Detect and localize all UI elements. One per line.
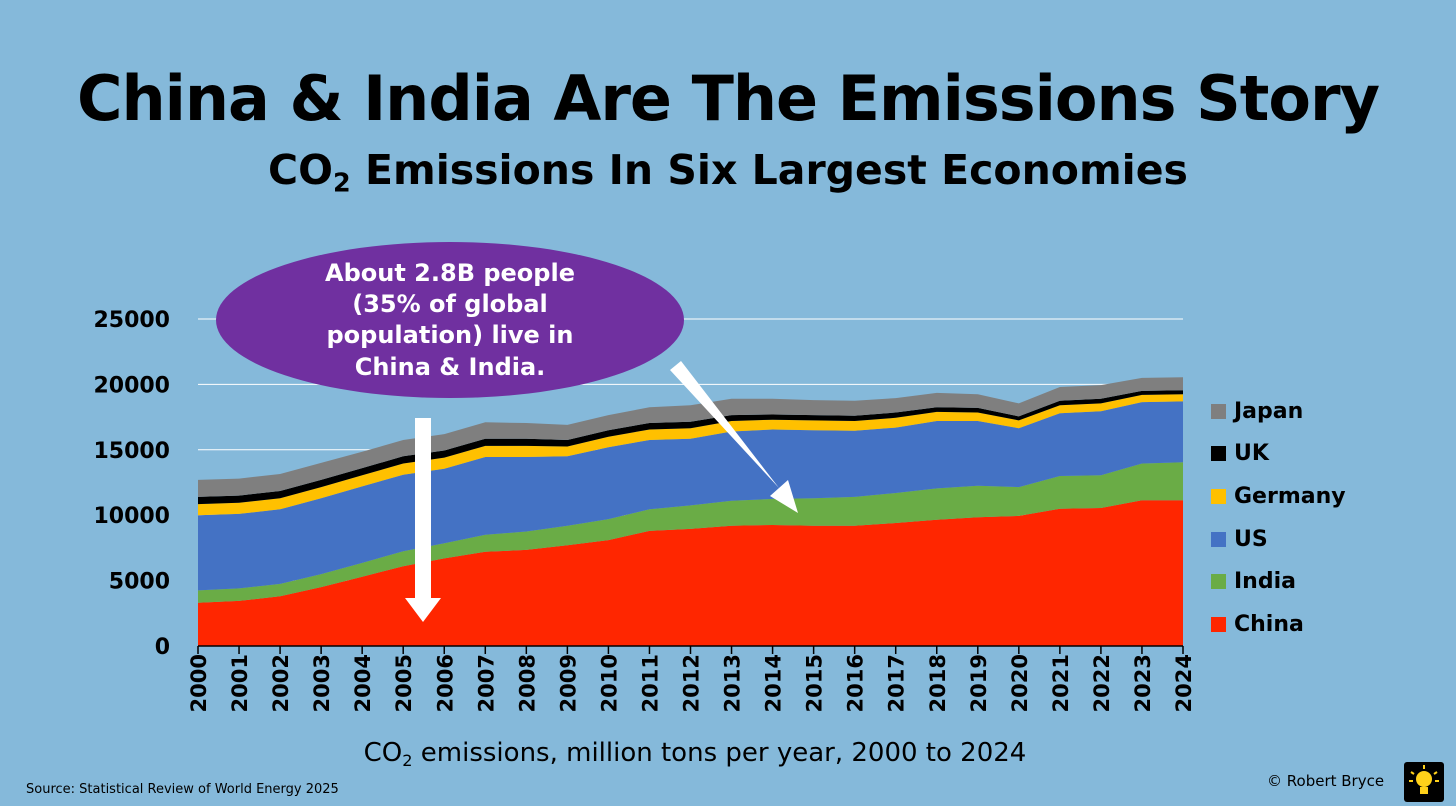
callout-line: population) live in — [326, 321, 574, 350]
callout-line: About 2.8B people — [325, 259, 575, 287]
area-us — [198, 401, 1183, 591]
x-tick-label: 2010 — [597, 654, 621, 712]
x-tick-label: 2016 — [844, 654, 868, 712]
legend-item-germany: Germany — [1211, 475, 1346, 518]
lightbulb-logo-icon — [1404, 762, 1444, 802]
legend-swatch — [1211, 446, 1226, 462]
legend-label: UK — [1234, 441, 1269, 467]
x-tick-label: 2005 — [392, 654, 416, 712]
x-tick-label: 2001 — [228, 654, 252, 712]
legend-label: India — [1234, 569, 1296, 595]
credit-note: © Robert Bryce — [1267, 772, 1385, 790]
legend-swatch — [1211, 403, 1226, 419]
legend-swatch — [1211, 574, 1226, 590]
y-tick-label: 5000 — [109, 570, 170, 595]
x-tick-label: 2002 — [269, 654, 293, 712]
x-axis-ticks: 2000 2001 2002 2003 2004 2005 2006 2007 2008 2009… — [187, 645, 1196, 712]
x-tick-label: 2013 — [721, 654, 745, 712]
y-tick-label: 20000 — [93, 373, 170, 398]
legend-item-uk: UK — [1211, 433, 1346, 476]
legend-item-us: US — [1211, 518, 1346, 561]
y-tick-label: 0 — [155, 635, 170, 660]
x-tick-label: 2003 — [310, 654, 334, 712]
area-uk — [198, 390, 1183, 505]
legend-label: Japan — [1234, 398, 1304, 424]
annotations — [216, 242, 798, 622]
legend-swatch — [1211, 616, 1226, 632]
area-china — [198, 500, 1183, 646]
legend-swatch — [1211, 488, 1226, 504]
legend: Japan UK Germany US India China — [1211, 390, 1346, 646]
x-tick-label: 2022 — [1090, 654, 1114, 712]
callout-bubble — [216, 242, 684, 398]
x-tick-label: 2017 — [885, 654, 909, 712]
x-tick-label: 2014 — [762, 654, 786, 712]
x-tick-label: 2000 — [187, 654, 211, 712]
legend-item-india: India — [1211, 560, 1346, 603]
legend-label: Germany — [1234, 483, 1346, 509]
callout-line: (35% of global — [352, 290, 548, 319]
x-tick-label: 2006 — [433, 654, 457, 712]
x-tick-label: 2021 — [1049, 654, 1073, 712]
legend-item-china: China — [1211, 603, 1346, 646]
area-germany — [198, 394, 1183, 516]
chart-title: China & India Are The Emissions Story — [77, 62, 1380, 135]
x-tick-label: 2019 — [967, 654, 991, 712]
chart-subtitle: CO2 Emissions In Six Largest Economies — [268, 146, 1188, 198]
x-tick-label: 2018 — [926, 654, 950, 712]
x-tick-label: 2009 — [556, 654, 580, 712]
x-axis-label: CO2 emissions, million tons per year, 20… — [363, 738, 1027, 770]
stacked-areas — [198, 377, 1183, 646]
area-japan — [198, 377, 1183, 497]
y-tick-label: 25000 — [93, 308, 170, 333]
x-tick-label: 2008 — [515, 654, 539, 712]
callout-text: About 2.8B people (35% of global populat… — [320, 258, 580, 383]
x-tick-label: 2007 — [474, 654, 498, 712]
x-tick-label: 2011 — [638, 654, 662, 712]
legend-label: US — [1234, 526, 1268, 552]
x-tick-label: 2012 — [680, 654, 704, 712]
arrow-diagonal-icon — [670, 361, 798, 513]
arrow-down-icon — [405, 418, 441, 622]
legend-item-japan: Japan — [1211, 390, 1346, 433]
y-axis-ticks: 0 5000 10000 15000 20000 25000 — [93, 308, 170, 660]
x-tick-label: 2024 — [1172, 654, 1196, 712]
legend-swatch — [1211, 531, 1226, 547]
y-tick-label: 15000 — [93, 439, 170, 464]
x-tick-label: 2023 — [1131, 654, 1155, 712]
x-tick-label: 2020 — [1008, 654, 1032, 712]
callout-line: China & India. — [354, 352, 546, 381]
x-tick-label: 2015 — [803, 654, 827, 712]
area-india — [198, 462, 1183, 603]
legend-label: China — [1234, 611, 1304, 637]
source-note: Source: Statistical Review of World Ener… — [26, 782, 339, 797]
x-tick-label: 2004 — [351, 654, 375, 712]
y-tick-label: 10000 — [93, 504, 170, 529]
